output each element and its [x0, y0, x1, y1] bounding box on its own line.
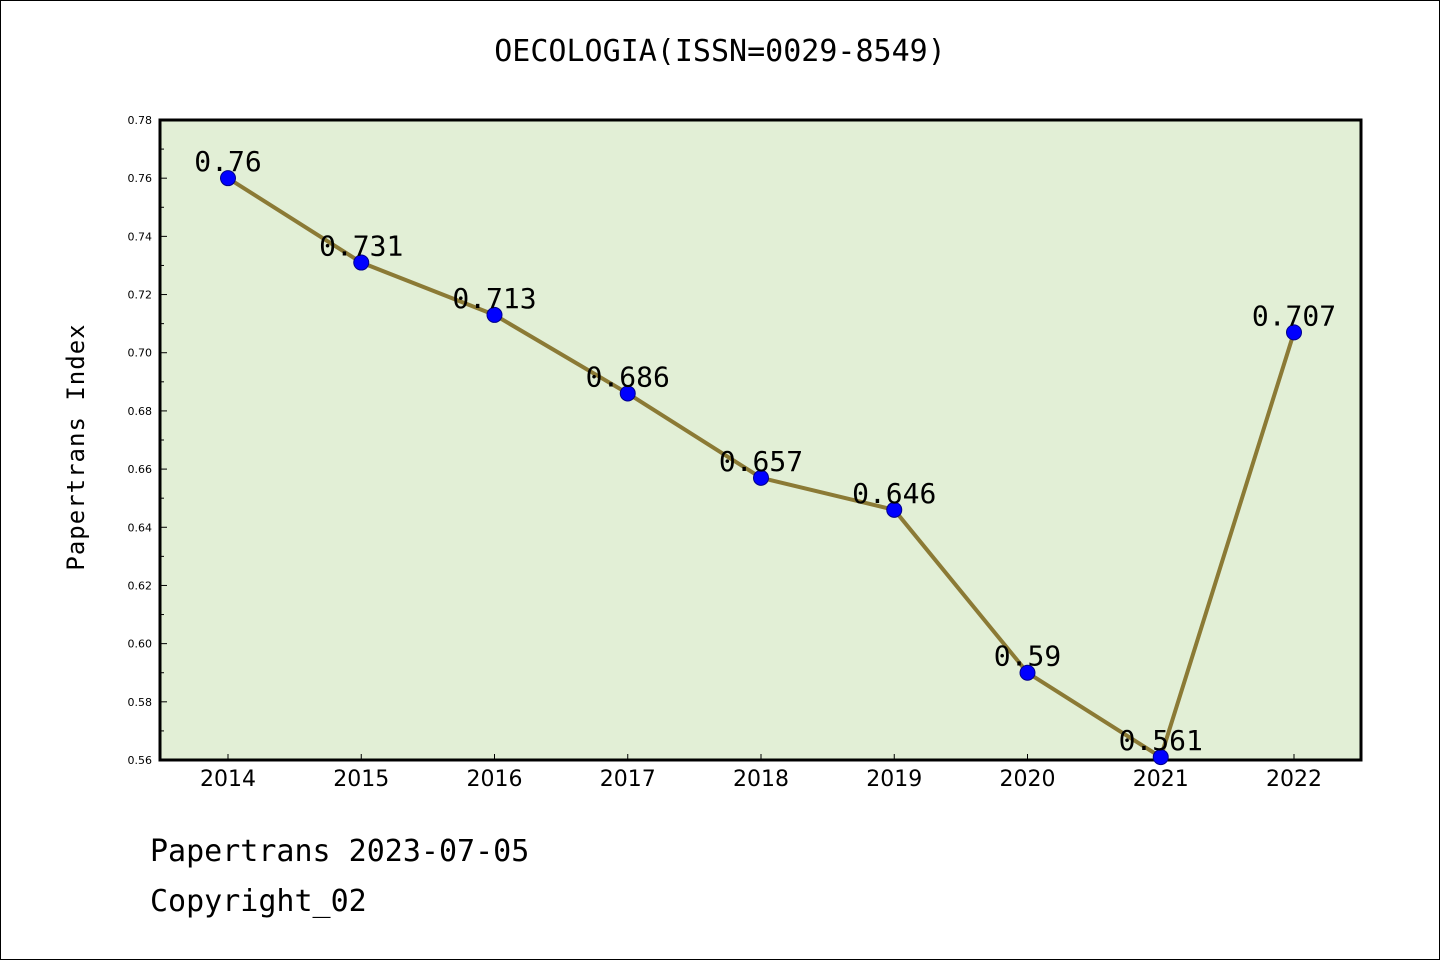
data-label: 0.657 — [719, 445, 803, 478]
data-label: 0.561 — [1119, 724, 1203, 757]
y-tick-label: 0.62 — [128, 579, 153, 592]
y-tick-label: 0.60 — [128, 638, 153, 651]
y-tick-label: 0.70 — [128, 347, 153, 360]
data-labels: 0.76 0.731 0.713 0.686 0.657 0.646 0.59 0.561 0.… — [194, 145, 1336, 757]
data-label: 0.686 — [586, 360, 670, 393]
data-point — [1152, 749, 1169, 766]
x-tick-label: 2017 — [600, 767, 656, 792]
data-label: 0.646 — [852, 477, 936, 510]
y-tick-label: 0.68 — [128, 405, 153, 418]
data-point — [886, 501, 903, 518]
data-label: 0.76 — [194, 145, 261, 178]
x-axis: 2014 2015 2016 2017 2018 2019 2020 2021 2022 — [200, 754, 1322, 792]
x-tick-label: 2022 — [1266, 767, 1322, 792]
y-tick-label: 0.58 — [128, 696, 153, 709]
y-tick-label: 0.72 — [128, 289, 153, 302]
x-tick-label: 2019 — [866, 767, 922, 792]
data-point — [1019, 664, 1036, 681]
data-label: 0.713 — [452, 282, 536, 315]
x-tick-label: 2018 — [733, 767, 789, 792]
y-tick-label: 0.56 — [128, 754, 153, 767]
chart-title: OECOLOGIA(ISSN=0029-8549) — [494, 34, 946, 69]
data-label: 0.731 — [319, 230, 403, 263]
x-tick-label: 2021 — [1133, 767, 1189, 792]
footer-date: Papertrans 2023-07-05 — [150, 834, 530, 869]
footer-copyright: Copyright_02 — [150, 884, 367, 919]
plot-area — [158, 118, 1363, 762]
data-label: 0.707 — [1252, 299, 1336, 332]
y-tick-label: 0.78 — [128, 114, 153, 127]
y-tick-label: 0.74 — [128, 230, 153, 243]
x-tick-label: 2020 — [1000, 767, 1056, 792]
data-point — [220, 170, 236, 187]
data-point — [486, 306, 503, 323]
data-point — [619, 385, 636, 402]
data-point — [1286, 324, 1302, 341]
y-tick-label: 0.64 — [128, 521, 153, 534]
data-point — [753, 469, 769, 486]
x-tick-label: 2016 — [467, 767, 523, 792]
data-point — [353, 254, 370, 271]
data-label: 0.59 — [994, 640, 1061, 673]
y-axis: 0.56 0.58 0.60 0.62 0.64 0.66 0.68 0.70 0.72 0.74… — [128, 114, 167, 767]
x-tick-label: 2015 — [333, 767, 389, 792]
data-points — [220, 170, 1302, 766]
y-axis-label: Papertrans Index — [62, 323, 90, 570]
x-tick-label: 2014 — [200, 767, 256, 792]
y-tick-label: 0.76 — [128, 172, 153, 185]
y-tick-label: 0.66 — [128, 463, 153, 476]
